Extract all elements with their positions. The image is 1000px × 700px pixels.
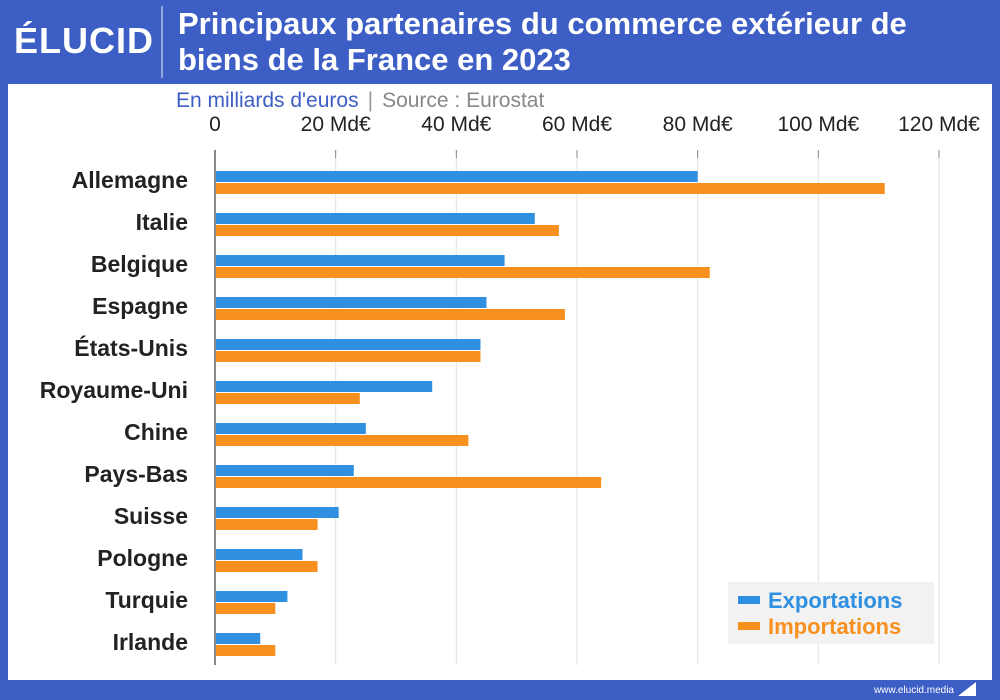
category-label: Chine xyxy=(124,419,188,445)
bar-chart: 0 20 Md€ 40 Md€ 60 Md€ 80 Md€ 100 Md€ 120 Md€ A… xyxy=(40,113,980,665)
header: ÉLUCID Principaux partenaires du commerc… xyxy=(0,0,1000,84)
export-bar xyxy=(216,255,505,266)
elucid-mark-icon xyxy=(958,682,976,696)
x-tick-label: 40 Md€ xyxy=(421,113,491,136)
category-label: États-Unis xyxy=(74,334,188,361)
chart-title: Principaux partenaires du commerce extér… xyxy=(178,6,978,78)
import-bar xyxy=(216,561,318,572)
import-bar xyxy=(216,477,602,488)
import-bar xyxy=(216,645,276,656)
elucid-logo: ÉLUCID xyxy=(14,20,154,61)
export-bar xyxy=(216,549,303,560)
x-tick-label: 80 Md€ xyxy=(663,113,733,136)
legend-swatch xyxy=(738,622,760,630)
category-label: Irlande xyxy=(113,629,188,655)
legend-swatch xyxy=(738,596,760,604)
x-tick-label: 60 Md€ xyxy=(542,113,612,136)
legend-box xyxy=(728,582,934,644)
category-label: Allemagne xyxy=(72,167,188,193)
import-bar xyxy=(216,351,481,362)
export-bar xyxy=(216,297,487,308)
export-bar xyxy=(216,591,288,602)
chart-title-line-2: biens de la France en 2023 xyxy=(178,42,571,77)
x-tick-label: 100 Md€ xyxy=(777,113,859,136)
legend-label: Importations xyxy=(768,614,901,639)
footer-site: www.elucid.media xyxy=(873,685,954,696)
category-label: Belgique xyxy=(91,251,188,277)
export-bar xyxy=(216,507,339,518)
source-label: Source : Eurostat xyxy=(382,89,545,112)
import-bar xyxy=(216,393,360,404)
category-label: Italie xyxy=(136,209,188,235)
x-tick-label: 120 Md€ xyxy=(898,113,980,136)
x-tick-label: 20 Md€ xyxy=(301,113,371,136)
import-bar xyxy=(216,603,276,614)
export-bar xyxy=(216,171,698,182)
export-bar xyxy=(216,633,261,644)
header-divider xyxy=(161,6,163,78)
x-tick-label: 0 xyxy=(209,113,221,136)
category-label: Royaume-Uni xyxy=(40,377,188,403)
export-bar xyxy=(216,465,354,476)
category-label: Suisse xyxy=(114,503,188,529)
unit-label: En milliards d'euros xyxy=(176,89,359,112)
subtitle-separator: | xyxy=(367,89,374,112)
chart-subtitle: En milliards d'euros | Source : Eurostat xyxy=(176,89,544,113)
export-bar xyxy=(216,213,535,224)
chart-title-line-1: Principaux partenaires du commerce extér… xyxy=(178,6,907,41)
category-label: Pays-Bas xyxy=(84,461,188,487)
export-bar xyxy=(216,423,366,434)
export-bar xyxy=(216,381,433,392)
import-bar xyxy=(216,435,469,446)
import-bar xyxy=(216,267,710,278)
chart-panel: 0 20 Md€ 40 Md€ 60 Md€ 80 Md€ 100 Md€ 120 Md€ A… xyxy=(8,84,992,680)
category-label: Turquie xyxy=(105,587,188,613)
category-label: Espagne xyxy=(92,293,188,319)
export-bar xyxy=(216,339,481,350)
import-bar xyxy=(216,225,559,236)
import-bar xyxy=(216,309,565,320)
category-label: Pologne xyxy=(97,545,188,571)
import-bar xyxy=(216,183,885,194)
import-bar xyxy=(216,519,318,530)
legend-label: Exportations xyxy=(768,588,902,613)
